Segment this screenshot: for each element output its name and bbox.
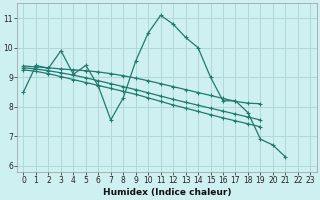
X-axis label: Humidex (Indice chaleur): Humidex (Indice chaleur) (103, 188, 231, 197)
